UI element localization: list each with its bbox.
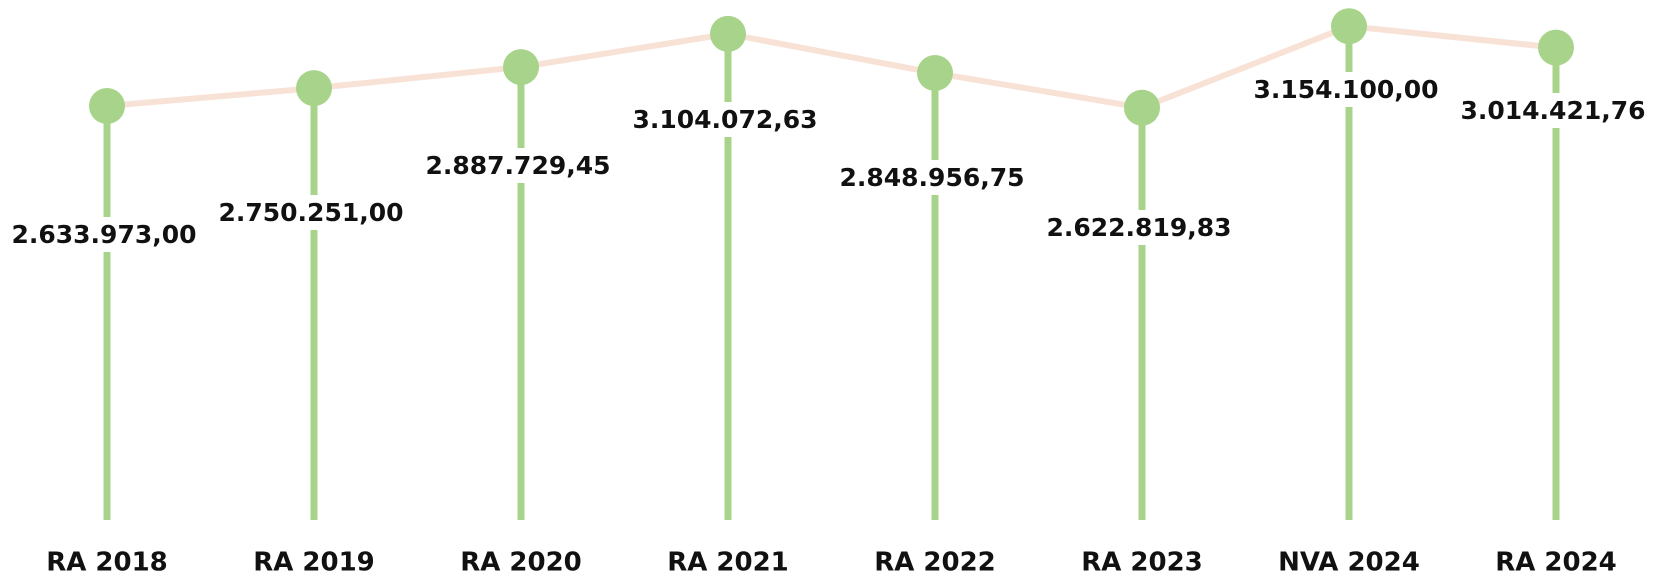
category-label: RA 2023: [1081, 548, 1203, 577]
category-label: RA 2022: [874, 548, 996, 577]
value-label: 2.750.251,00: [218, 198, 403, 227]
marker-ra-2020[interactable]: [503, 49, 539, 86]
marker-ra-2019[interactable]: [296, 70, 332, 107]
markers-layer: [89, 8, 1574, 126]
category-label: RA 2020: [460, 548, 582, 577]
value-label-background: [1251, 72, 1441, 107]
value-label-background: [837, 160, 1027, 195]
value-label: 2.622.819,83: [1046, 213, 1231, 242]
value-label-group: 2.750.251,00: [216, 195, 406, 230]
value-label-group: 2.622.819,83: [1044, 210, 1234, 245]
marker-ra-2021[interactable]: [710, 15, 746, 52]
marker-ra-2022[interactable]: [917, 55, 953, 92]
value-label-group: 3.104.072,63: [630, 102, 820, 137]
value-label-background: [1044, 210, 1234, 245]
value-label: 3.104.072,63: [632, 105, 817, 134]
value-label-background: [630, 102, 820, 137]
category-label: NVA 2024: [1278, 548, 1420, 577]
value-label-group: 3.014.421,76: [1458, 93, 1648, 128]
value-label-background: [423, 148, 613, 183]
trend-line: [106, 23, 1557, 111]
category-label: RA 2024: [1495, 548, 1617, 577]
value-labels-layer: 2.633.973,00 2.750.251,00 2.887.729,45 3.10…: [9, 72, 1648, 252]
category-labels-layer: RA 2018 RA 2019 RA 2020 RA 2021 RA 2022 RA 20…: [46, 548, 1617, 577]
value-label-group: 2.633.973,00: [9, 217, 199, 252]
marker-ra-2018[interactable]: [89, 88, 125, 124]
category-label: RA 2019: [253, 548, 375, 577]
marker-nva-2024[interactable]: [1331, 8, 1367, 45]
trend-line-layer: [106, 23, 1557, 111]
value-label-group: 3.154.100,00: [1251, 72, 1441, 107]
value-label: 3.154.100,00: [1253, 75, 1438, 104]
value-label-background: [9, 217, 199, 252]
value-label-background: [1458, 93, 1648, 128]
value-label-group: 2.848.956,75: [837, 160, 1027, 195]
value-label: 2.848.956,75: [839, 163, 1024, 192]
value-label-group: 2.887.729,45: [423, 148, 613, 183]
marker-ra-2024[interactable]: [1538, 29, 1574, 66]
value-label: 3.014.421,76: [1460, 96, 1645, 125]
value-label: 2.633.973,00: [11, 220, 196, 249]
value-label-background: [216, 195, 406, 230]
marker-ra-2023[interactable]: [1124, 89, 1160, 126]
category-label: RA 2021: [667, 548, 789, 577]
value-label: 2.887.729,45: [425, 151, 610, 180]
category-label: RA 2018: [46, 548, 168, 577]
